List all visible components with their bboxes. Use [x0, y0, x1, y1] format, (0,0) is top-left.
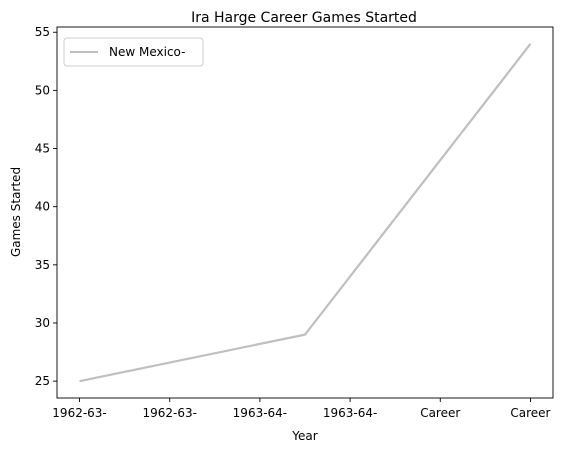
legend-box: [63, 37, 204, 67]
x-axis-label: Year: [291, 429, 317, 443]
x-tick-label: 1963-64-: [323, 406, 377, 420]
y-tick-label: 45: [35, 142, 50, 156]
series-line: [79, 43, 532, 383]
y-tick-label: 35: [35, 258, 50, 272]
x-tick-label: 1962-63-: [52, 406, 106, 420]
legend: New Mexico-: [63, 37, 204, 67]
y-tick-label: 25: [35, 374, 50, 388]
x-tick-label: Career: [420, 406, 460, 420]
y-tick-label: 30: [35, 316, 50, 330]
legend-entry-label: New Mexico-: [109, 45, 185, 59]
x-tick-label: 1962-63-: [142, 406, 196, 420]
series-lines: [79, 43, 532, 383]
y-tick-label: 40: [35, 200, 50, 214]
chart-title: Ira Harge Career Games Started: [191, 10, 417, 26]
y-tick-label: 55: [35, 25, 50, 39]
y-axis-ticks: 25 30 35 40 45 50 55: [35, 25, 57, 388]
plot-frame: [56, 26, 554, 399]
x-axis-ticks: 1962-63- 1962-63- 1963-64- 1963-64- Career Ca…: [52, 398, 551, 420]
y-axis-label: Games Started: [9, 167, 23, 257]
x-tick-label: 1963-64-: [233, 406, 287, 420]
y-tick-label: 50: [35, 83, 50, 97]
x-tick-label: Career: [510, 406, 550, 420]
